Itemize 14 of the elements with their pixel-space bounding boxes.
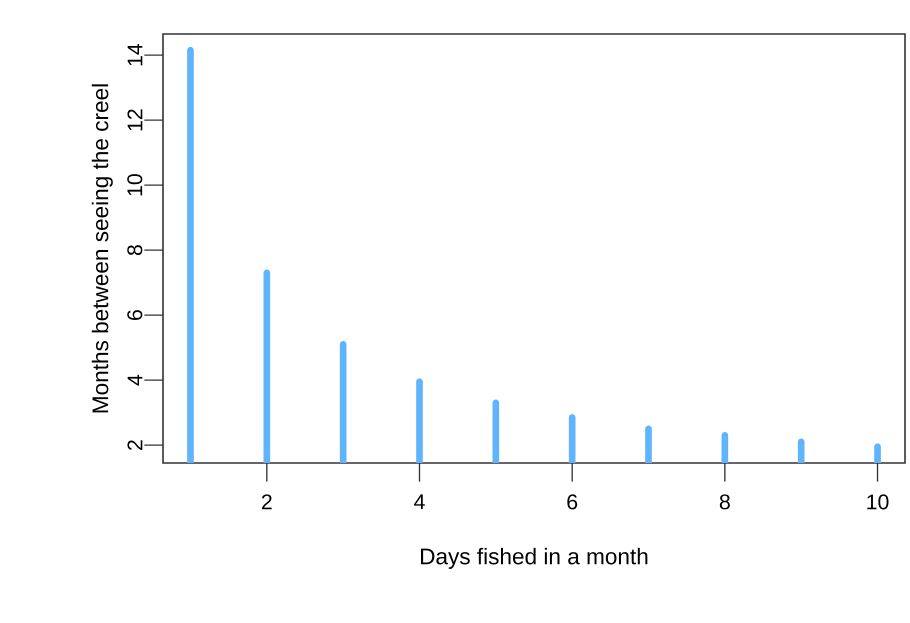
x-tick-label: 8 [720,494,730,510]
y-tick-label: 10 [127,174,142,196]
y-tick-label: 2 [127,440,142,450]
y-tick-label: 6 [127,310,142,320]
y-tick-label: 14 [128,44,142,66]
x-tick-label: 10 [867,494,889,510]
y-tick-label: 4 [128,374,142,386]
y-tick-label: 8 [127,245,142,256]
y-tick-label: 12 [127,109,142,130]
x-tick-label: 6 [567,494,578,510]
x-tick-label: 2 [262,494,272,510]
x-tick-label: 4 [414,494,425,509]
y-axis-title: Months between seeing the creel [92,84,113,412]
x-axis-title: Days fished in a month [421,548,648,569]
